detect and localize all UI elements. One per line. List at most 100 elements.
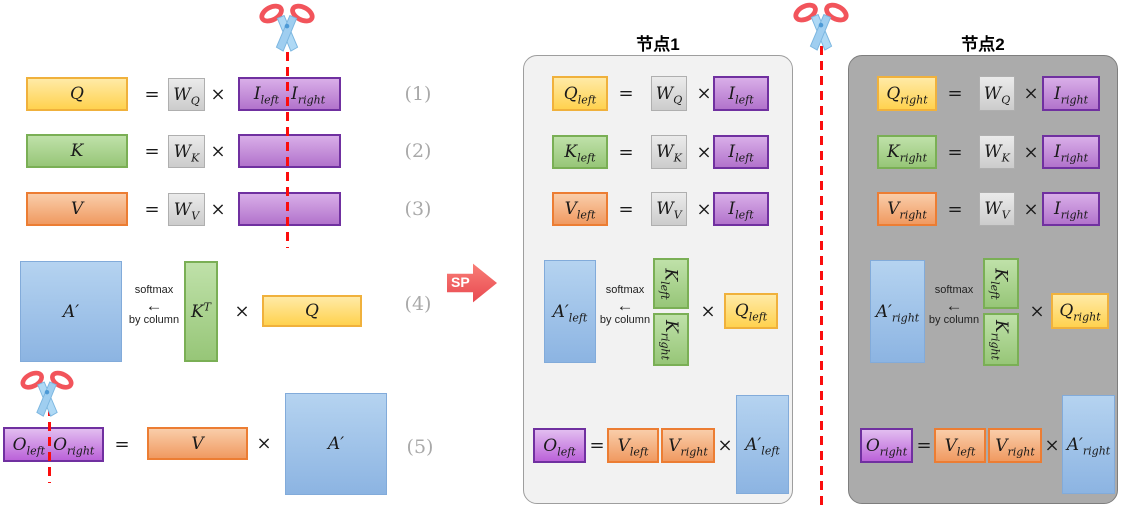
v-left-box: Vleft	[934, 428, 986, 463]
k-left-label: Kleft	[564, 142, 596, 165]
v-right-box: Vright	[661, 428, 715, 463]
o-left-box: Oleft	[533, 428, 586, 463]
left-arrow-icon: ←	[145, 295, 163, 315]
i-left-label: Ileft	[728, 199, 754, 222]
v-left-label: Vleft	[564, 199, 596, 222]
k-matrix-box: K	[26, 134, 128, 168]
scissors-icon-top-left	[259, 3, 315, 52]
wq-label: WQ	[655, 83, 683, 106]
times-sign: ×	[210, 83, 226, 105]
equals-sign: =	[114, 434, 130, 455]
sp-label: SP	[451, 274, 470, 290]
i-right-box: Iright	[1042, 135, 1100, 169]
times-sign: ×	[700, 301, 716, 322]
v-right-box: Vright	[877, 192, 937, 226]
k-left-rotated-box: Kleft	[653, 258, 689, 309]
times-sign: ×	[256, 433, 272, 454]
input-matrix-box: Ileft Iright	[238, 77, 341, 111]
v-left-box: Vleft	[552, 192, 608, 226]
node2-panel: Qright = WQ × Iright Kright = WK × Irigh…	[848, 55, 1118, 504]
i-right-label: Iright	[1053, 83, 1089, 106]
v-right-box: Vright	[988, 428, 1042, 463]
cut-line-input	[286, 52, 289, 248]
equation-number-1: (1)	[404, 83, 432, 105]
q-right-label: Qright	[886, 83, 928, 106]
equation-number-5: (5)	[406, 436, 434, 458]
o-left-label: Oleft	[543, 435, 576, 458]
attention-matrix-box: A′	[20, 261, 122, 362]
softmax-text: softmax	[134, 284, 174, 296]
v-matrix-box-wide: V	[147, 427, 248, 460]
by-column-text: by column	[928, 313, 980, 326]
wk-matrix-box: WK	[979, 135, 1015, 169]
input-matrix-box-blank	[238, 134, 341, 168]
v-right-label: Vright	[887, 199, 927, 222]
i-left-box: Ileft	[713, 192, 769, 226]
q-right-box: Qright	[1051, 293, 1109, 329]
cut-line-output	[48, 407, 51, 483]
q-left-label: Qleft	[563, 83, 597, 106]
i-left-box: Ileft	[713, 135, 769, 169]
softmax-annotation: softmax ← by column	[124, 284, 184, 326]
equation-number-3: (3)	[404, 198, 432, 220]
i-left-box: Ileft	[713, 76, 769, 111]
wk-label: WK	[173, 141, 200, 164]
equals-sign: =	[916, 435, 932, 456]
k-right-rotated-box: Kright	[983, 313, 1019, 366]
q-matrix-box-wide: Q	[262, 295, 362, 327]
wv-matrix-box: WV	[651, 192, 687, 226]
o-right-label: Oright	[53, 434, 95, 457]
k-label: K	[70, 141, 84, 161]
node2-title: 节点2	[961, 35, 1005, 54]
equals-sign: =	[618, 198, 634, 220]
by-column-text: by column	[128, 313, 180, 326]
wq-matrix-box: WQ	[168, 78, 205, 111]
a-left-label: A′left	[745, 434, 780, 457]
node1-panel: Qleft = WQ × Ileft Kleft = WK × Ileft Vl…	[523, 55, 793, 504]
i-left-label: Ileft	[728, 142, 754, 165]
v-left-box: Vleft	[607, 428, 659, 463]
sp-arrow-icon: SP	[447, 263, 497, 303]
times-sign: ×	[1023, 83, 1039, 104]
wk-matrix-box: WK	[651, 135, 687, 169]
k-left-box: Kleft	[552, 135, 608, 169]
k-left-label: Kleft	[988, 267, 1011, 300]
wq-label: WQ	[173, 84, 200, 107]
equals-sign: =	[947, 198, 963, 220]
times-sign: ×	[717, 435, 733, 456]
k-right-box: Kright	[877, 135, 937, 169]
equation-number-2: (2)	[404, 140, 432, 162]
k-right-label: Kright	[886, 142, 928, 165]
q-label: Q	[70, 84, 84, 104]
v-left-label: Vleft	[617, 435, 649, 458]
i-right-box: Iright	[1042, 76, 1100, 111]
softmax-text: softmax	[605, 284, 645, 296]
wv-label: WV	[656, 199, 682, 222]
kt-label: KT	[190, 299, 212, 322]
left-arrow-icon: ←	[616, 295, 634, 315]
i-right-label: Iright	[291, 84, 326, 107]
wv-matrix-box: WV	[979, 192, 1015, 226]
left-arrow-icon: ←	[945, 295, 963, 315]
times-sign: ×	[696, 141, 712, 163]
softmax-annotation: softmax ← by column	[925, 284, 983, 326]
times-sign: ×	[696, 198, 712, 220]
equals-sign: =	[144, 140, 160, 162]
equals-sign: =	[144, 198, 160, 220]
a-right-box: A′right	[1062, 395, 1115, 494]
a-left-box: A′left	[736, 395, 789, 494]
v-left-label: Vleft	[944, 435, 976, 458]
softmax-text: softmax	[934, 284, 974, 296]
wq-label: WQ	[983, 83, 1011, 106]
wq-matrix-box: WQ	[979, 76, 1015, 111]
a-right-label: A′right	[1066, 434, 1111, 457]
q-right-label: Qright	[1059, 301, 1101, 324]
o-right-box: Oright	[860, 428, 913, 463]
v-right-label: Vright	[668, 435, 708, 458]
q-left-box: Qleft	[724, 293, 778, 329]
times-sign: ×	[210, 198, 226, 220]
times-sign: ×	[1044, 435, 1060, 456]
k-right-label: Kright	[658, 319, 681, 360]
a-right-label: A′right	[875, 301, 920, 324]
